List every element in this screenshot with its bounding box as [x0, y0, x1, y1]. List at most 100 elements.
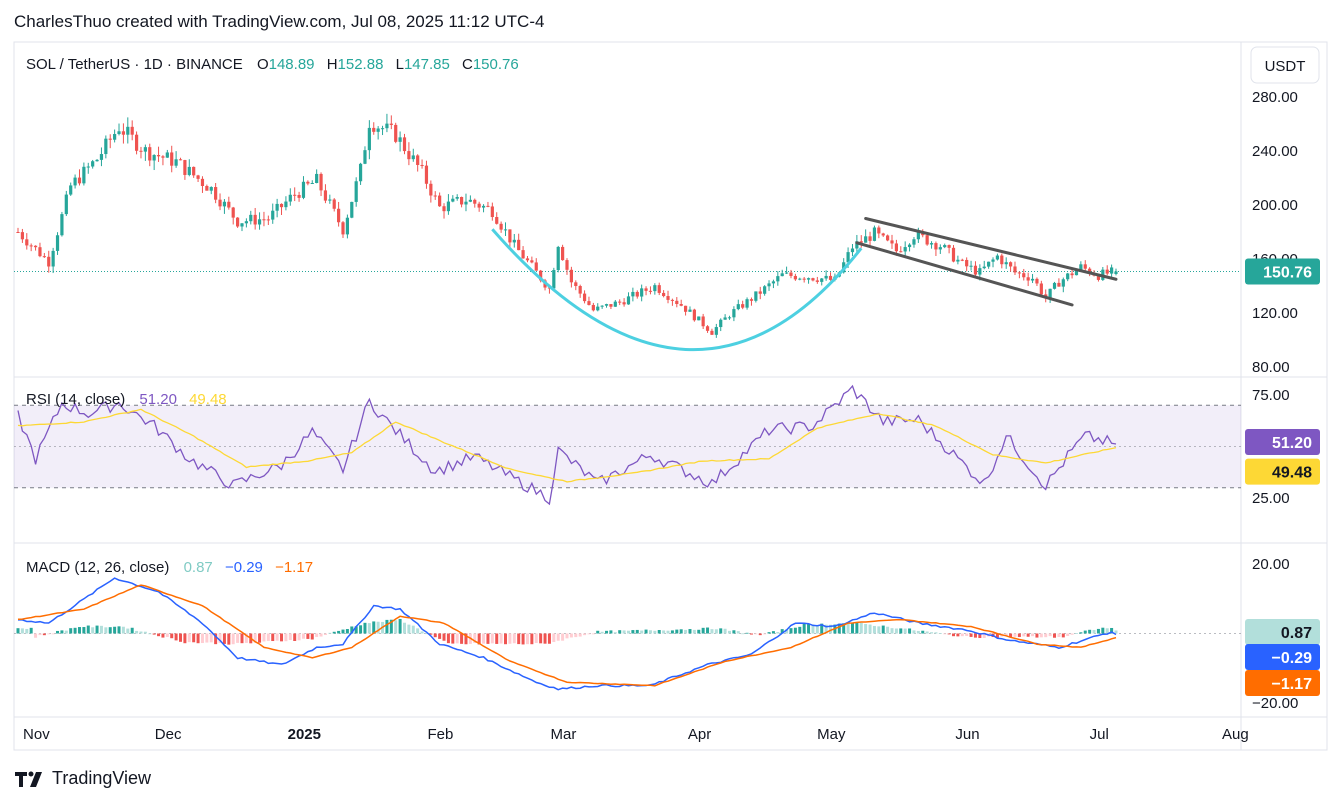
histogram-bar — [508, 633, 512, 644]
time-tick-label: May — [817, 726, 846, 743]
histogram-bar — [130, 627, 134, 634]
channel-lower-line[interactable] — [855, 241, 1074, 307]
histogram-bar — [69, 628, 73, 634]
brand[interactable]: TradingView — [14, 768, 151, 789]
time-tick-label: Feb — [428, 726, 454, 743]
histogram-bar — [51, 633, 55, 635]
histogram-bar — [736, 631, 740, 634]
histogram-bar — [877, 626, 881, 634]
candle-body — [657, 285, 661, 293]
histogram-bar — [692, 629, 696, 634]
candle-body — [398, 137, 402, 142]
histogram-bar — [271, 633, 275, 642]
candle-body — [749, 299, 754, 301]
histogram-bar — [482, 633, 486, 644]
histogram-bar — [446, 633, 450, 644]
histogram-bar — [354, 626, 358, 634]
candle-body — [244, 221, 248, 224]
histogram-bar — [886, 626, 890, 634]
histogram-bar — [943, 633, 947, 635]
histogram-bar — [780, 629, 784, 634]
candle-body — [51, 250, 55, 267]
candle-body — [231, 207, 235, 218]
candle-body — [209, 187, 213, 191]
histogram-bar — [578, 633, 582, 637]
histogram-bar — [1031, 633, 1035, 637]
histogram-bar — [205, 633, 209, 643]
histogram-bar — [512, 633, 516, 644]
histogram-bar — [183, 633, 187, 644]
brand-name: TradingView — [52, 768, 152, 788]
histogram-bar — [899, 628, 903, 634]
histogram-bar — [376, 621, 380, 634]
histogram-bar — [438, 633, 442, 639]
histogram-bar — [165, 633, 169, 637]
histogram-bar — [196, 633, 200, 644]
histogram-bar — [543, 633, 547, 644]
close-label: C — [462, 56, 473, 73]
histogram-bar — [618, 630, 622, 634]
candle-body — [1017, 272, 1021, 274]
candle-body — [736, 304, 740, 310]
histogram-bar — [262, 633, 266, 642]
histogram-bar — [499, 633, 503, 644]
candle-body — [539, 270, 543, 281]
axis-tick-label: 240.00 — [1252, 143, 1298, 160]
candle-body — [622, 302, 626, 305]
macd-histogram — [16, 618, 1118, 645]
candle-body — [121, 131, 126, 135]
symbol-name: SOL / TetherUS — [26, 56, 130, 73]
histogram-bar — [534, 633, 538, 643]
histogram-bar — [231, 633, 235, 645]
time-tick-label: Dec — [155, 726, 182, 743]
candle-body — [407, 151, 411, 160]
histogram-bar — [635, 629, 639, 634]
time-tick-label: 2025 — [288, 726, 321, 743]
candle-body — [25, 239, 29, 246]
candle-body — [161, 156, 165, 158]
macd-legend[interactable]: MACD (12, 26, close) 0.87 −0.29 −1.17 — [26, 559, 313, 576]
histogram-bar — [152, 633, 156, 635]
histogram-bar — [807, 623, 811, 634]
histogram-bar — [723, 628, 727, 634]
candle-body — [262, 219, 266, 221]
candle-body — [455, 197, 459, 199]
histogram-bar — [684, 629, 688, 634]
histogram-bar — [912, 630, 916, 634]
signal-tag-bg — [1245, 670, 1320, 696]
histogram-bar — [855, 622, 859, 634]
currency-button[interactable]: USDT — [1265, 58, 1306, 75]
histogram-bar — [244, 633, 248, 643]
rsi-legend[interactable]: RSI (14, close) 51.20 49.48 — [26, 391, 227, 408]
histogram-bar — [697, 629, 701, 634]
candle-body — [1035, 278, 1039, 284]
axis-tick-label: −20.00 — [1252, 695, 1298, 712]
histogram-bar — [38, 633, 42, 636]
histogram-bar — [539, 633, 543, 644]
candle-body — [218, 199, 222, 207]
candle-body — [631, 291, 635, 297]
candle-body — [727, 317, 732, 319]
histogram-bar — [359, 625, 363, 634]
rsi-ma-tag: 49.48 — [1272, 465, 1312, 482]
rounded-bottom-annotation[interactable] — [491, 228, 863, 352]
histogram-bar — [64, 630, 68, 634]
candle-body — [134, 134, 139, 151]
histogram-bar — [1088, 629, 1092, 634]
histogram-bar — [648, 630, 652, 634]
candle-body — [530, 260, 534, 263]
candle-body — [341, 222, 345, 235]
histogram-bar — [86, 625, 90, 634]
candle-body — [82, 166, 86, 184]
candle-body — [714, 327, 718, 335]
candle-body — [864, 236, 868, 243]
histogram-bar — [728, 630, 732, 634]
histogram-bar — [227, 633, 231, 645]
last-price-tag: 150.76 — [1263, 264, 1312, 281]
axis-tick-label: 75.00 — [1252, 387, 1290, 404]
main-legend[interactable]: SOL / TetherUS · 1D · BINANCE O148.89 H1… — [26, 56, 519, 73]
channel-upper-line[interactable] — [864, 217, 1118, 281]
candle-body — [236, 217, 240, 227]
candle-body — [446, 201, 451, 212]
